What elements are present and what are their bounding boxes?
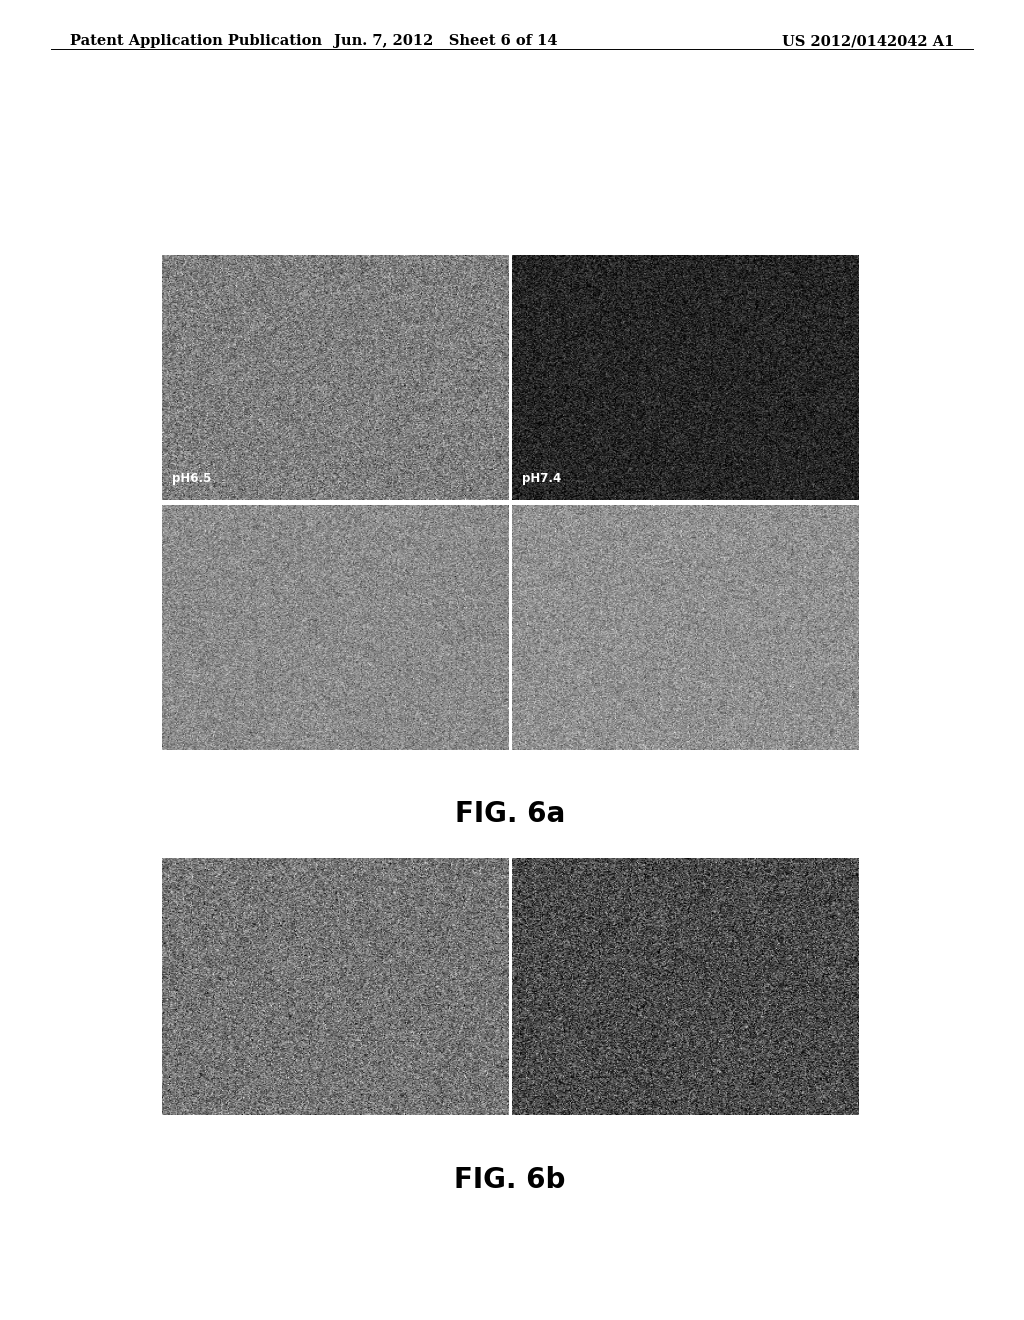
Text: FIG. 6a: FIG. 6a (455, 800, 565, 828)
Text: Jun. 7, 2012   Sheet 6 of 14: Jun. 7, 2012 Sheet 6 of 14 (334, 34, 557, 49)
Text: pH7.4: pH7.4 (522, 473, 561, 484)
Text: US 2012/0142042 A1: US 2012/0142042 A1 (782, 34, 954, 49)
Text: FIG. 6b: FIG. 6b (455, 1166, 565, 1193)
Text: Patent Application Publication: Patent Application Publication (70, 34, 322, 49)
Text: pH6.5: pH6.5 (172, 473, 212, 484)
